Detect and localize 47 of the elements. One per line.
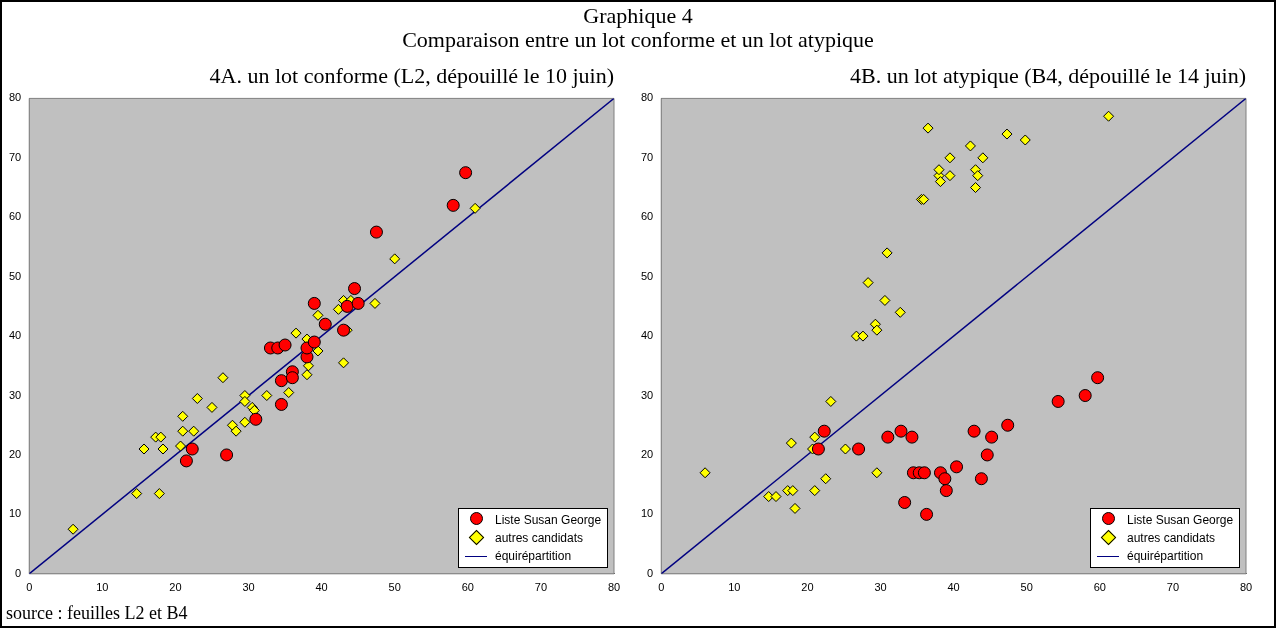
y-tick-label: 30 bbox=[8, 388, 22, 401]
legend-label: autres candidats bbox=[1127, 530, 1216, 545]
y-tick-label: 0 bbox=[647, 566, 654, 579]
chart-title: 4A. un lot conforme (L2, dépouillé le 10 juin) bbox=[209, 62, 614, 88]
y-tick-label: 20 bbox=[640, 447, 654, 460]
x-tick-label: 50 bbox=[1020, 581, 1033, 594]
x-tick-label: 50 bbox=[388, 581, 401, 594]
legend-label: équirépartition bbox=[495, 548, 572, 563]
x-tick-label: 20 bbox=[801, 581, 814, 594]
y-tick-label: 60 bbox=[8, 210, 22, 223]
x-tick-label: 60 bbox=[461, 581, 474, 594]
x-tick-label: 70 bbox=[1166, 581, 1180, 594]
y-tick-label: 40 bbox=[8, 329, 22, 342]
legend-label: Liste Susan George bbox=[1127, 512, 1234, 527]
y-tick-label: 30 bbox=[640, 388, 654, 401]
x-tick-label: 0 bbox=[658, 581, 665, 594]
source-note: source : feuilles L2 et B4 bbox=[6, 603, 188, 624]
y-tick-label: 80 bbox=[640, 91, 654, 104]
x-tick-label: 80 bbox=[607, 581, 621, 594]
y-tick-label: 20 bbox=[8, 447, 22, 460]
x-tick-label: 10 bbox=[728, 581, 741, 594]
y-tick-label: 50 bbox=[640, 269, 654, 282]
legend-label: équirépartition bbox=[1127, 548, 1204, 563]
y-tick-label: 70 bbox=[640, 150, 654, 163]
y-tick-label: 0 bbox=[15, 566, 22, 579]
x-tick-label: 70 bbox=[534, 581, 548, 594]
y-tick-label: 80 bbox=[8, 91, 22, 104]
y-tick-label: 70 bbox=[8, 150, 22, 163]
x-tick-label: 30 bbox=[874, 581, 887, 594]
text: Comparaison entre un lot conforme et un lot atypique bbox=[401, 27, 875, 52]
y-tick-label: 10 bbox=[640, 507, 654, 520]
x-tick-label: 10 bbox=[96, 581, 109, 594]
x-tick-label: 40 bbox=[315, 581, 328, 594]
y-tick-label: 50 bbox=[8, 269, 22, 282]
x-tick-label: 80 bbox=[1239, 581, 1253, 594]
y-tick-label: 40 bbox=[640, 329, 654, 342]
x-tick-label: 30 bbox=[242, 581, 255, 594]
x-tick-label: 20 bbox=[169, 581, 182, 594]
legend-label: autres candidats bbox=[495, 530, 584, 545]
y-tick-label: 10 bbox=[8, 507, 22, 520]
y-tick-label: 60 bbox=[640, 210, 654, 223]
x-tick-label: 0 bbox=[26, 581, 33, 594]
text: Graphique 4 bbox=[582, 3, 694, 28]
legend-label: Liste Susan George bbox=[495, 512, 602, 527]
x-tick-label: 60 bbox=[1093, 581, 1106, 594]
x-tick-label: 40 bbox=[947, 581, 960, 594]
chart-title: 4B. un lot atypique (B4, dépouillé le 14 juin) bbox=[850, 62, 1246, 88]
